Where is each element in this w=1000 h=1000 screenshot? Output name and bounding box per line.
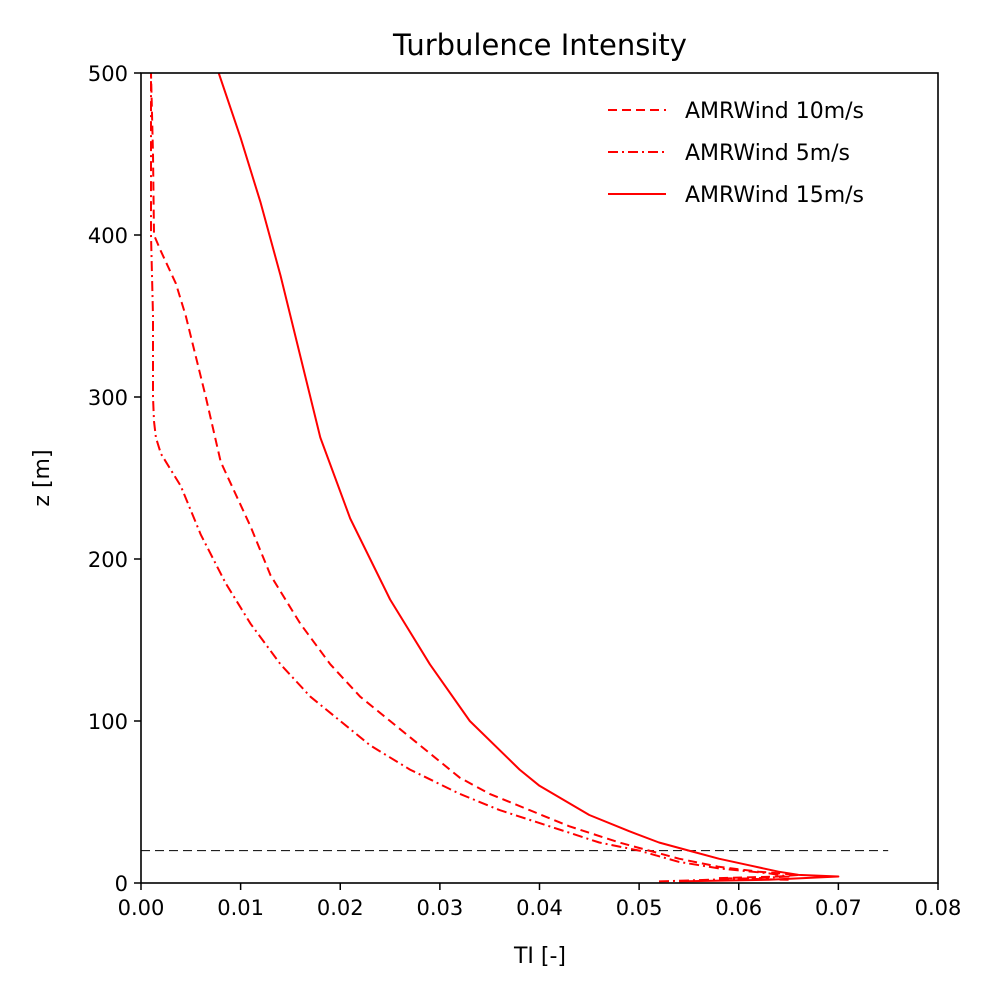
x-tick-label-5: 0.05 bbox=[616, 896, 663, 920]
y-axis-label: z [m] bbox=[30, 449, 55, 506]
plot-area bbox=[141, 72, 889, 883]
y-tick-label-0: 0 bbox=[115, 872, 128, 896]
x-axis-ticks: 0.00 0.01 0.02 0.03 0.04 0.05 0.06 0.07 0.08 bbox=[118, 883, 962, 920]
y-axis-ticks: 0 100 200 300 400 500 bbox=[88, 62, 141, 896]
x-tick-label-1: 0.01 bbox=[217, 896, 264, 920]
legend-label-2: AMRWind 15m/s bbox=[685, 183, 864, 208]
chart-title: Turbulence Intensity bbox=[392, 28, 687, 62]
y-tick-label-3: 300 bbox=[88, 386, 128, 410]
legend-label-0: AMRWind 10m/s bbox=[685, 99, 864, 124]
legend-label-1: AMRWind 5m/s bbox=[685, 141, 850, 166]
x-axis-label: TI [-] bbox=[513, 944, 566, 969]
series-line-2 bbox=[217, 72, 840, 883]
x-tick-label-0: 0.00 bbox=[118, 896, 165, 920]
x-tick-label-3: 0.03 bbox=[416, 896, 463, 920]
legend: AMRWind 10m/s AMRWind 5m/s AMRWind 15m/s bbox=[608, 99, 864, 208]
x-tick-label-4: 0.04 bbox=[516, 896, 563, 920]
y-tick-label-4: 400 bbox=[88, 224, 128, 248]
y-tick-label-2: 200 bbox=[88, 548, 128, 572]
x-tick-label-8: 0.08 bbox=[915, 896, 962, 920]
series-line-0 bbox=[150, 72, 800, 881]
y-tick-label-1: 100 bbox=[88, 710, 128, 734]
x-tick-label-6: 0.06 bbox=[715, 896, 762, 920]
y-tick-label-5: 500 bbox=[88, 62, 128, 86]
x-tick-label-2: 0.02 bbox=[317, 896, 364, 920]
x-tick-label-7: 0.07 bbox=[815, 896, 862, 920]
